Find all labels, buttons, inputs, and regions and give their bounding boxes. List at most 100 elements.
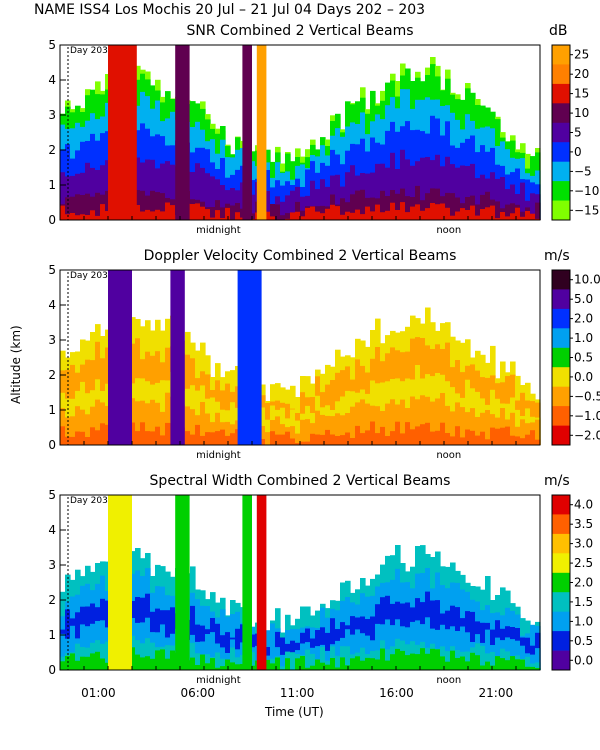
midnight-label: midnight — [196, 450, 241, 461]
colorbar-segment — [552, 83, 570, 104]
heatmap-cell — [60, 426, 66, 445]
heatmap-cell — [150, 431, 156, 445]
y-tick-label: 5 — [48, 263, 56, 277]
colorbar-label: −10 — [574, 184, 599, 198]
x-tick-label: 06:00 — [180, 686, 215, 700]
heatmap-cell — [360, 399, 366, 445]
heatmap-cell — [395, 193, 401, 220]
heatmap-cell — [135, 157, 141, 220]
heatmap-cell — [520, 216, 526, 220]
heatmap-column — [242, 495, 252, 670]
heatmap-cell — [100, 643, 106, 670]
heatmap-cell — [400, 650, 406, 670]
heatmap-cell — [250, 652, 256, 670]
heatmap-cell — [465, 651, 471, 670]
heatmap-cell — [95, 430, 101, 445]
colorbar-label: 15 — [574, 87, 589, 101]
heatmap-cell — [380, 212, 386, 220]
heatmap-cell — [355, 656, 361, 670]
heatmap-cell — [190, 172, 196, 220]
heatmap-cell — [205, 663, 211, 670]
heatmap-cell — [190, 409, 196, 445]
heatmap-cell — [525, 666, 531, 670]
heatmap-cell — [210, 432, 216, 445]
heatmap-cell — [455, 426, 461, 445]
heatmap-cell — [185, 431, 191, 445]
heatmap-cell — [385, 649, 391, 670]
heatmap-cell — [520, 659, 526, 670]
colorbar-label: 2.5 — [574, 556, 593, 570]
heatmap-cell — [470, 652, 476, 670]
heatmap-cell — [300, 210, 306, 220]
heatmap-cell — [300, 656, 306, 670]
colorbar-segment — [552, 308, 570, 329]
heatmap-cell — [390, 431, 396, 445]
heatmap-cell — [360, 647, 366, 670]
heatmap-cell — [495, 218, 501, 220]
colorbar-label: −15 — [574, 203, 599, 217]
heatmap-cell — [485, 207, 491, 220]
heatmap-cell — [445, 192, 451, 220]
x-axis-label: Time (UT) — [265, 705, 324, 719]
heatmap-cell — [425, 193, 431, 220]
heatmap-cell — [200, 206, 206, 220]
heatmap-cell — [385, 210, 391, 220]
heatmap-cell — [280, 424, 286, 445]
heatmap-cell — [415, 654, 421, 670]
colorbar-label: 1.0 — [574, 614, 593, 628]
heatmap-cell — [285, 431, 291, 445]
colorbar-label: 0.5 — [574, 351, 593, 365]
heatmap-cell — [165, 658, 171, 670]
heatmap-cell — [345, 646, 351, 670]
heatmap-cell — [400, 433, 406, 445]
heatmap-cell — [210, 658, 216, 670]
heatmap-cell — [420, 424, 426, 445]
heatmap-cell — [470, 408, 476, 445]
heatmap-cell — [150, 159, 156, 220]
y-tick-label: 2 — [48, 593, 56, 607]
heatmap-cell — [95, 215, 101, 220]
heatmap-cell — [215, 431, 221, 445]
colorbar-segment — [552, 270, 570, 290]
heatmap-cell — [230, 188, 236, 220]
heatmap-cell — [465, 429, 471, 445]
heatmap-cell — [480, 209, 486, 220]
heatmap-cell — [210, 176, 216, 220]
heatmap-cell — [270, 431, 276, 445]
heatmap-cell — [335, 655, 341, 670]
y-axis-label: Altitude (km) — [9, 325, 23, 404]
heatmap-cell — [315, 659, 321, 670]
heatmap-cell — [535, 668, 541, 670]
heatmap-cell — [335, 413, 341, 445]
colorbar-segment — [552, 64, 570, 85]
heatmap-cell — [135, 431, 141, 445]
heatmap-cell — [325, 650, 331, 670]
heatmap-cell — [70, 436, 76, 445]
colorbar-label: −1.0 — [574, 409, 600, 423]
heatmap-cell — [455, 658, 461, 670]
heatmap-cell — [330, 618, 336, 670]
heatmap-cell — [535, 218, 541, 220]
heatmap-cell — [135, 654, 141, 670]
heatmap-cell — [295, 658, 301, 670]
heatmap-cell — [70, 416, 76, 445]
heatmap-cell — [220, 658, 226, 670]
heatmap-cell — [510, 656, 516, 670]
heatmap-cell — [530, 193, 536, 220]
heatmap-cell — [170, 164, 176, 220]
heatmap-cell — [95, 192, 101, 220]
heatmap-cell — [355, 629, 361, 670]
heatmap-cell — [410, 165, 416, 220]
heatmap-cell — [455, 211, 461, 220]
heatmap-cell — [440, 393, 446, 445]
heatmap-cell — [460, 165, 466, 220]
heatmap-cell — [340, 435, 346, 445]
heatmap-cell — [300, 419, 306, 445]
heatmap-cell — [330, 416, 336, 445]
heatmap-cell — [485, 439, 491, 445]
colorbar-label: 3.0 — [574, 537, 593, 551]
heatmap-cell — [465, 210, 471, 220]
day-marker-label: Day 203 — [70, 271, 108, 281]
heatmap-cell — [300, 441, 306, 445]
